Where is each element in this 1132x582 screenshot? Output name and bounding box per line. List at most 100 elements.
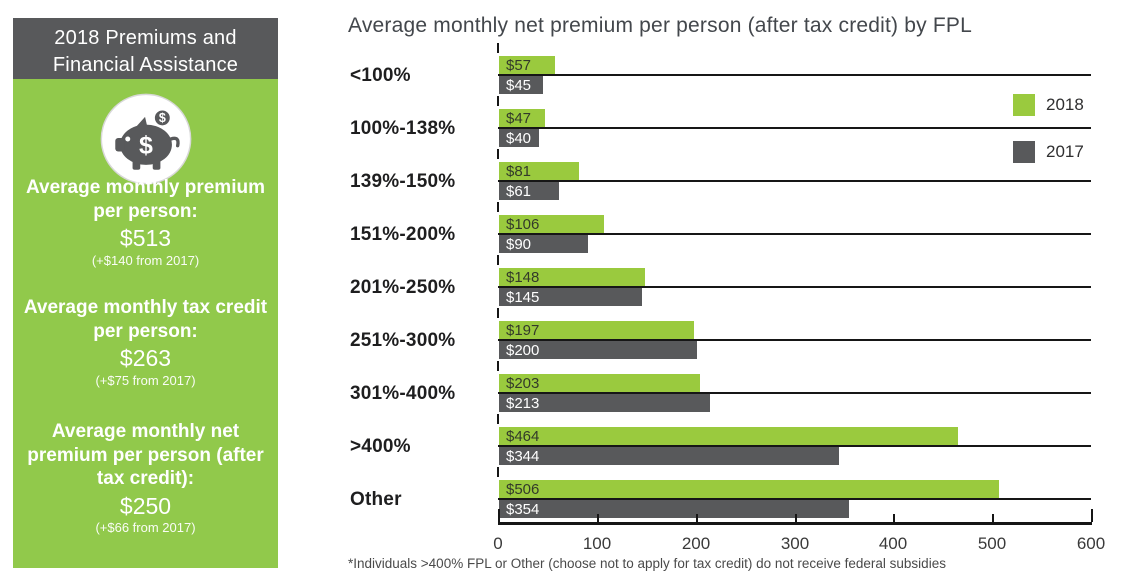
category-axis-line [498, 127, 1091, 129]
svg-text:$: $ [139, 131, 153, 159]
category-label: 201%-250% [350, 277, 456, 298]
stat-tax-credit: Average monthly tax credit per person: $… [23, 296, 268, 390]
x-axis-tick-label: 600 [1076, 534, 1106, 553]
bar-2018: $81 [499, 162, 579, 180]
bar-2018: $148 [499, 268, 645, 286]
x-axis-tick [498, 509, 500, 522]
bar-2017: $145 [499, 288, 642, 306]
bar-2018: $57 [499, 56, 555, 74]
category-label: 100%-138% [350, 118, 456, 139]
bar-value-label: $344 [506, 447, 540, 465]
legend-item-2018: 2018 [1013, 94, 1084, 116]
stat-premium-change: (+$140 from 2017) [91, 252, 200, 268]
bar-value-label: $148 [506, 268, 540, 286]
bar-value-label: $81 [506, 162, 532, 180]
piggy-bank-icon: $ $ [98, 91, 194, 192]
bar-2017: $45 [499, 76, 543, 94]
category-boundary-tick [497, 96, 499, 106]
bar-2018: $106 [499, 215, 604, 233]
stat-net-premium: Average monthly net premium per person (… [23, 420, 268, 537]
category-axis-line [498, 286, 1091, 288]
bar-value-label: $40 [506, 129, 532, 147]
x-axis-tick-label: 500 [977, 534, 1007, 553]
category-boundary-tick [497, 361, 499, 371]
bar-2017: $61 [499, 182, 559, 200]
chart-footnote: *Individuals >400% FPL or Other (choose … [348, 556, 946, 571]
x-axis-line [498, 522, 1092, 525]
category-axis-line [498, 339, 1091, 341]
category-boundary-tick [497, 43, 499, 53]
x-axis-tick [1091, 509, 1093, 522]
category-label: Other [350, 489, 402, 510]
category-label: 251%-300% [350, 330, 456, 351]
bar-value-label: $506 [506, 480, 540, 498]
category-axis-line [498, 74, 1091, 76]
legend-swatch-2017 [1013, 141, 1035, 163]
bar-value-label: $47 [506, 109, 532, 127]
bar-2017: $200 [499, 341, 697, 359]
category-label: 139%-150% [350, 171, 456, 192]
legend-label-2018: 2018 [1046, 95, 1084, 114]
bar-2017: $90 [499, 235, 588, 253]
legend-swatch-2018 [1013, 94, 1035, 116]
stat-premium-value: $513 [119, 225, 172, 252]
bar-value-label: $197 [506, 321, 540, 339]
bar-value-label: $203 [506, 374, 540, 392]
x-axis-tick-label: 300 [780, 534, 810, 553]
sidebar-body: $ $ Average monthly premium per person: … [13, 79, 278, 568]
category-boundary-tick [497, 202, 499, 212]
bar-value-label: $57 [506, 56, 532, 74]
bar-2017: $344 [499, 447, 839, 465]
chart-title: Average monthly net premium per person (… [348, 14, 973, 37]
bar-value-label: $464 [506, 427, 540, 445]
bar-value-label: $90 [506, 235, 532, 253]
category-boundary-tick [497, 308, 499, 318]
category-axis-line [498, 233, 1091, 235]
svg-text:$: $ [158, 111, 165, 125]
stat-premium-label: Average monthly premium per person: [26, 177, 265, 222]
bar-value-label: $61 [506, 182, 532, 200]
bar-2017: $354 [499, 500, 849, 518]
x-axis-tick-label: 0 [493, 534, 503, 553]
category-label: <100% [350, 65, 411, 86]
stat-tax-credit-value: $263 [119, 345, 172, 372]
x-axis-tick [992, 514, 994, 522]
category-boundary-tick [497, 255, 499, 265]
legend-item-2017: 2017 [1013, 141, 1084, 163]
x-axis-tick [597, 514, 599, 522]
stat-net-premium-change: (+$66 from 2017) [95, 520, 196, 536]
x-axis-tick-label: 400 [878, 534, 908, 553]
bar-2018: $506 [499, 480, 999, 498]
bar-value-label: $145 [506, 288, 540, 306]
bar-value-label: $213 [506, 394, 540, 412]
stat-net-premium-label: Average monthly net premium per person (… [27, 421, 264, 490]
category-axis-line [498, 392, 1091, 394]
x-axis-tick [795, 514, 797, 522]
bar-value-label: $200 [506, 341, 540, 359]
category-boundary-tick [497, 149, 499, 159]
category-label: 301%-400% [350, 383, 456, 404]
bar-value-label: $106 [506, 215, 540, 233]
bar-2017: $40 [499, 129, 539, 147]
bar-2018: $47 [499, 109, 545, 127]
stat-premium: Average monthly premium per person: $513… [23, 176, 268, 270]
legend-label-2017: 2017 [1046, 142, 1084, 161]
stat-tax-credit-change: (+$75 from 2017) [95, 372, 196, 388]
summary-sidebar: 2018 Premiums and Financial Assistance $… [13, 18, 278, 568]
stat-tax-credit-label: Average monthly tax credit per person: [23, 297, 268, 342]
bar-2017: $213 [499, 394, 710, 412]
category-boundary-tick [497, 467, 499, 477]
category-label: >400% [350, 436, 411, 457]
category-axis-line [498, 445, 1091, 447]
category-label: 151%-200% [350, 224, 456, 245]
bar-2018: $197 [499, 321, 694, 339]
x-axis-tick-label: 200 [681, 534, 711, 553]
stat-net-premium-value: $250 [119, 492, 172, 519]
bar-value-label: $45 [506, 76, 532, 94]
bar-2018: $203 [499, 374, 700, 392]
category-boundary-tick [497, 414, 499, 424]
x-axis-tick [696, 514, 698, 522]
bar-2018: $464 [499, 427, 958, 445]
category-axis-line [498, 180, 1091, 182]
